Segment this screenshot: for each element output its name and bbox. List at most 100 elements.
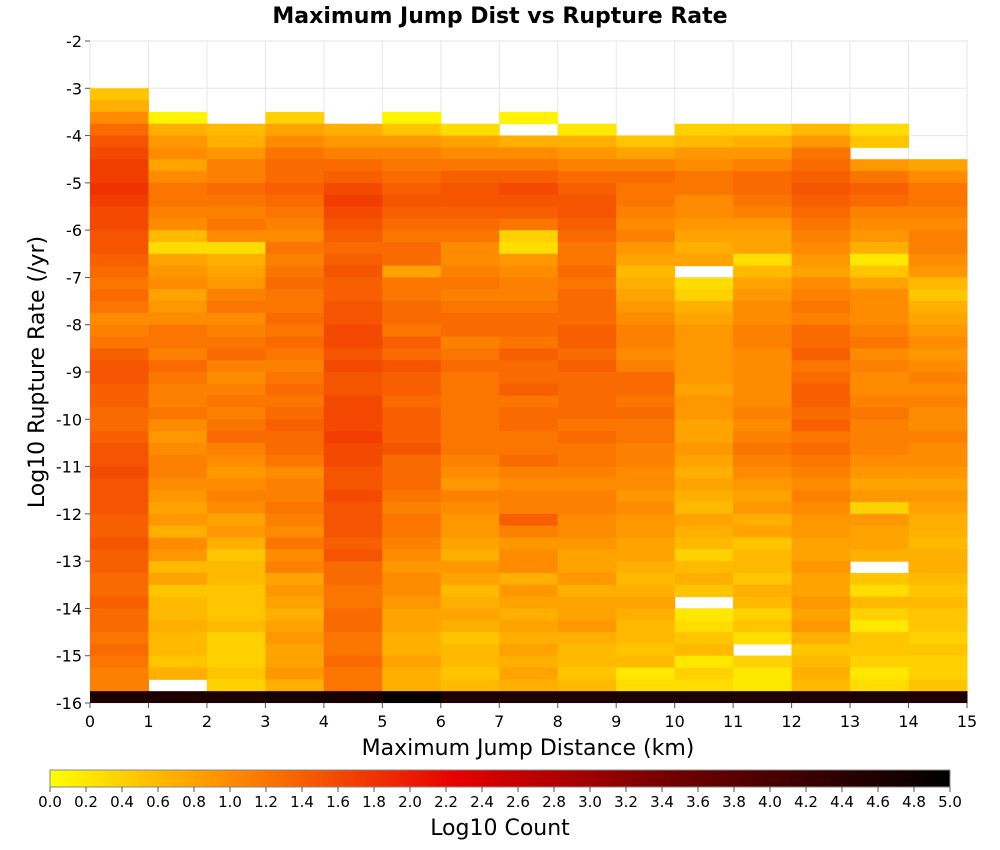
- heatmap-cell: [382, 466, 442, 479]
- heatmap-cell: [323, 643, 383, 657]
- heatmap-cell: [440, 561, 500, 574]
- heatmap-cell: [850, 513, 910, 527]
- heatmap-cell: [206, 348, 266, 361]
- heatmap-cell: [499, 395, 559, 408]
- heatmap-cell: [382, 159, 442, 172]
- heatmap-cell: [733, 454, 793, 468]
- heatmap-cell: [557, 159, 617, 172]
- heatmap-cell: [206, 478, 266, 491]
- x-tick-label: 7: [494, 712, 504, 731]
- heatmap-cell: [557, 643, 617, 657]
- heatmap-cell: [557, 253, 617, 267]
- heatmap-cell: [148, 324, 208, 338]
- heatmap-cell: [206, 135, 266, 148]
- x-tick-label: 5: [377, 712, 387, 731]
- heatmap-cell: [674, 572, 734, 586]
- heatmap-cell: [791, 301, 851, 314]
- heatmap-cell: [499, 360, 559, 373]
- heatmap-cell: [382, 407, 442, 420]
- heatmap-cell: [90, 537, 149, 550]
- heatmap-cell: [733, 182, 793, 196]
- heatmap-cell: [616, 513, 676, 527]
- heatmap-cell: [557, 679, 617, 692]
- heatmap-cell: [265, 549, 325, 562]
- heatmap-cell: [674, 241, 734, 255]
- heatmap-cell: [323, 135, 383, 148]
- heatmap-cell: [206, 277, 266, 290]
- heatmap-cell: [90, 348, 149, 361]
- heatmap-cell: [265, 206, 325, 219]
- heatmap-cell: [440, 572, 500, 586]
- heatmap-cell: [323, 478, 383, 491]
- heatmap-cell: [440, 478, 500, 491]
- heatmap-cell: [323, 301, 383, 314]
- heatmap-cell: [206, 454, 266, 468]
- heatmap-cell: [499, 419, 559, 432]
- heatmap-cell: [908, 336, 968, 349]
- heatmap-cell: [499, 241, 559, 255]
- heatmap-cell: [674, 253, 734, 267]
- heatmap-cell: [323, 572, 383, 586]
- heatmap-cell: [791, 431, 851, 444]
- heatmap-cell: [616, 218, 676, 231]
- heatmap-cell: [557, 407, 617, 420]
- heatmap-cell: [908, 407, 968, 420]
- heatmap-cell: [323, 360, 383, 373]
- heatmap-cell: [90, 182, 149, 196]
- heatmap-cell: [616, 490, 676, 503]
- heatmap-cell: [148, 159, 208, 172]
- heatmap-cell: [90, 289, 149, 302]
- heatmap-cell: [90, 454, 149, 468]
- heatmap-cell: [265, 182, 325, 196]
- heatmap-cell: [499, 159, 559, 172]
- heatmap-cell: [850, 182, 910, 196]
- heatmap-cell: [557, 324, 617, 338]
- heatmap-cell: [791, 230, 851, 243]
- heatmap-cell: [908, 537, 968, 550]
- heatmap-cell: [616, 502, 676, 515]
- heatmap-cell: [616, 478, 676, 491]
- heatmap-cell: [148, 360, 208, 373]
- heatmap-cell: [557, 596, 617, 609]
- heatmap-cell: [733, 572, 793, 586]
- heatmap-cell: [206, 513, 266, 527]
- heatmap-cell: [440, 407, 500, 420]
- heatmap-cell: [850, 525, 910, 538]
- heatmap-cell: [90, 608, 149, 621]
- heatmap-cell: [323, 147, 383, 160]
- heatmap-cell: [382, 572, 442, 586]
- heatmap-cell-bottom: [791, 691, 851, 703]
- heatmap-cell: [674, 513, 734, 527]
- heatmap-cell: [733, 301, 793, 314]
- heatmap-cell: [382, 490, 442, 503]
- heatmap-cell: [499, 265, 559, 278]
- heatmap-cell: [499, 502, 559, 515]
- heatmap-cell: [733, 324, 793, 338]
- heatmap-cell: [733, 537, 793, 550]
- heatmap-cell: [908, 289, 968, 302]
- heatmap-cell: [148, 442, 208, 456]
- heatmap-cell: [908, 679, 968, 692]
- heatmap-cell: [557, 525, 617, 538]
- heatmap-cell: [850, 502, 910, 515]
- heatmap-cell: [674, 466, 734, 479]
- heatmap-cell: [616, 312, 676, 326]
- heatmap-cell: [323, 490, 383, 503]
- heatmap-cell: [206, 301, 266, 314]
- heatmap-cell: [265, 194, 325, 207]
- heatmap-cell: [148, 301, 208, 314]
- heatmap-cell: [499, 454, 559, 468]
- heatmap-cell: [265, 383, 325, 397]
- heatmap-cell: [148, 336, 208, 349]
- heatmap-cell: [733, 230, 793, 243]
- heatmap-cell: [148, 537, 208, 550]
- heatmap-cell: [148, 253, 208, 267]
- heatmap-cell: [557, 537, 617, 550]
- heatmap-cell: [499, 147, 559, 160]
- y-tick-label: -6: [66, 221, 82, 240]
- heatmap-cell: [206, 194, 266, 207]
- heatmap-cell: [382, 277, 442, 290]
- heatmap-cell: [206, 289, 266, 302]
- heatmap-cell: [733, 442, 793, 456]
- heatmap-cell: [148, 667, 208, 680]
